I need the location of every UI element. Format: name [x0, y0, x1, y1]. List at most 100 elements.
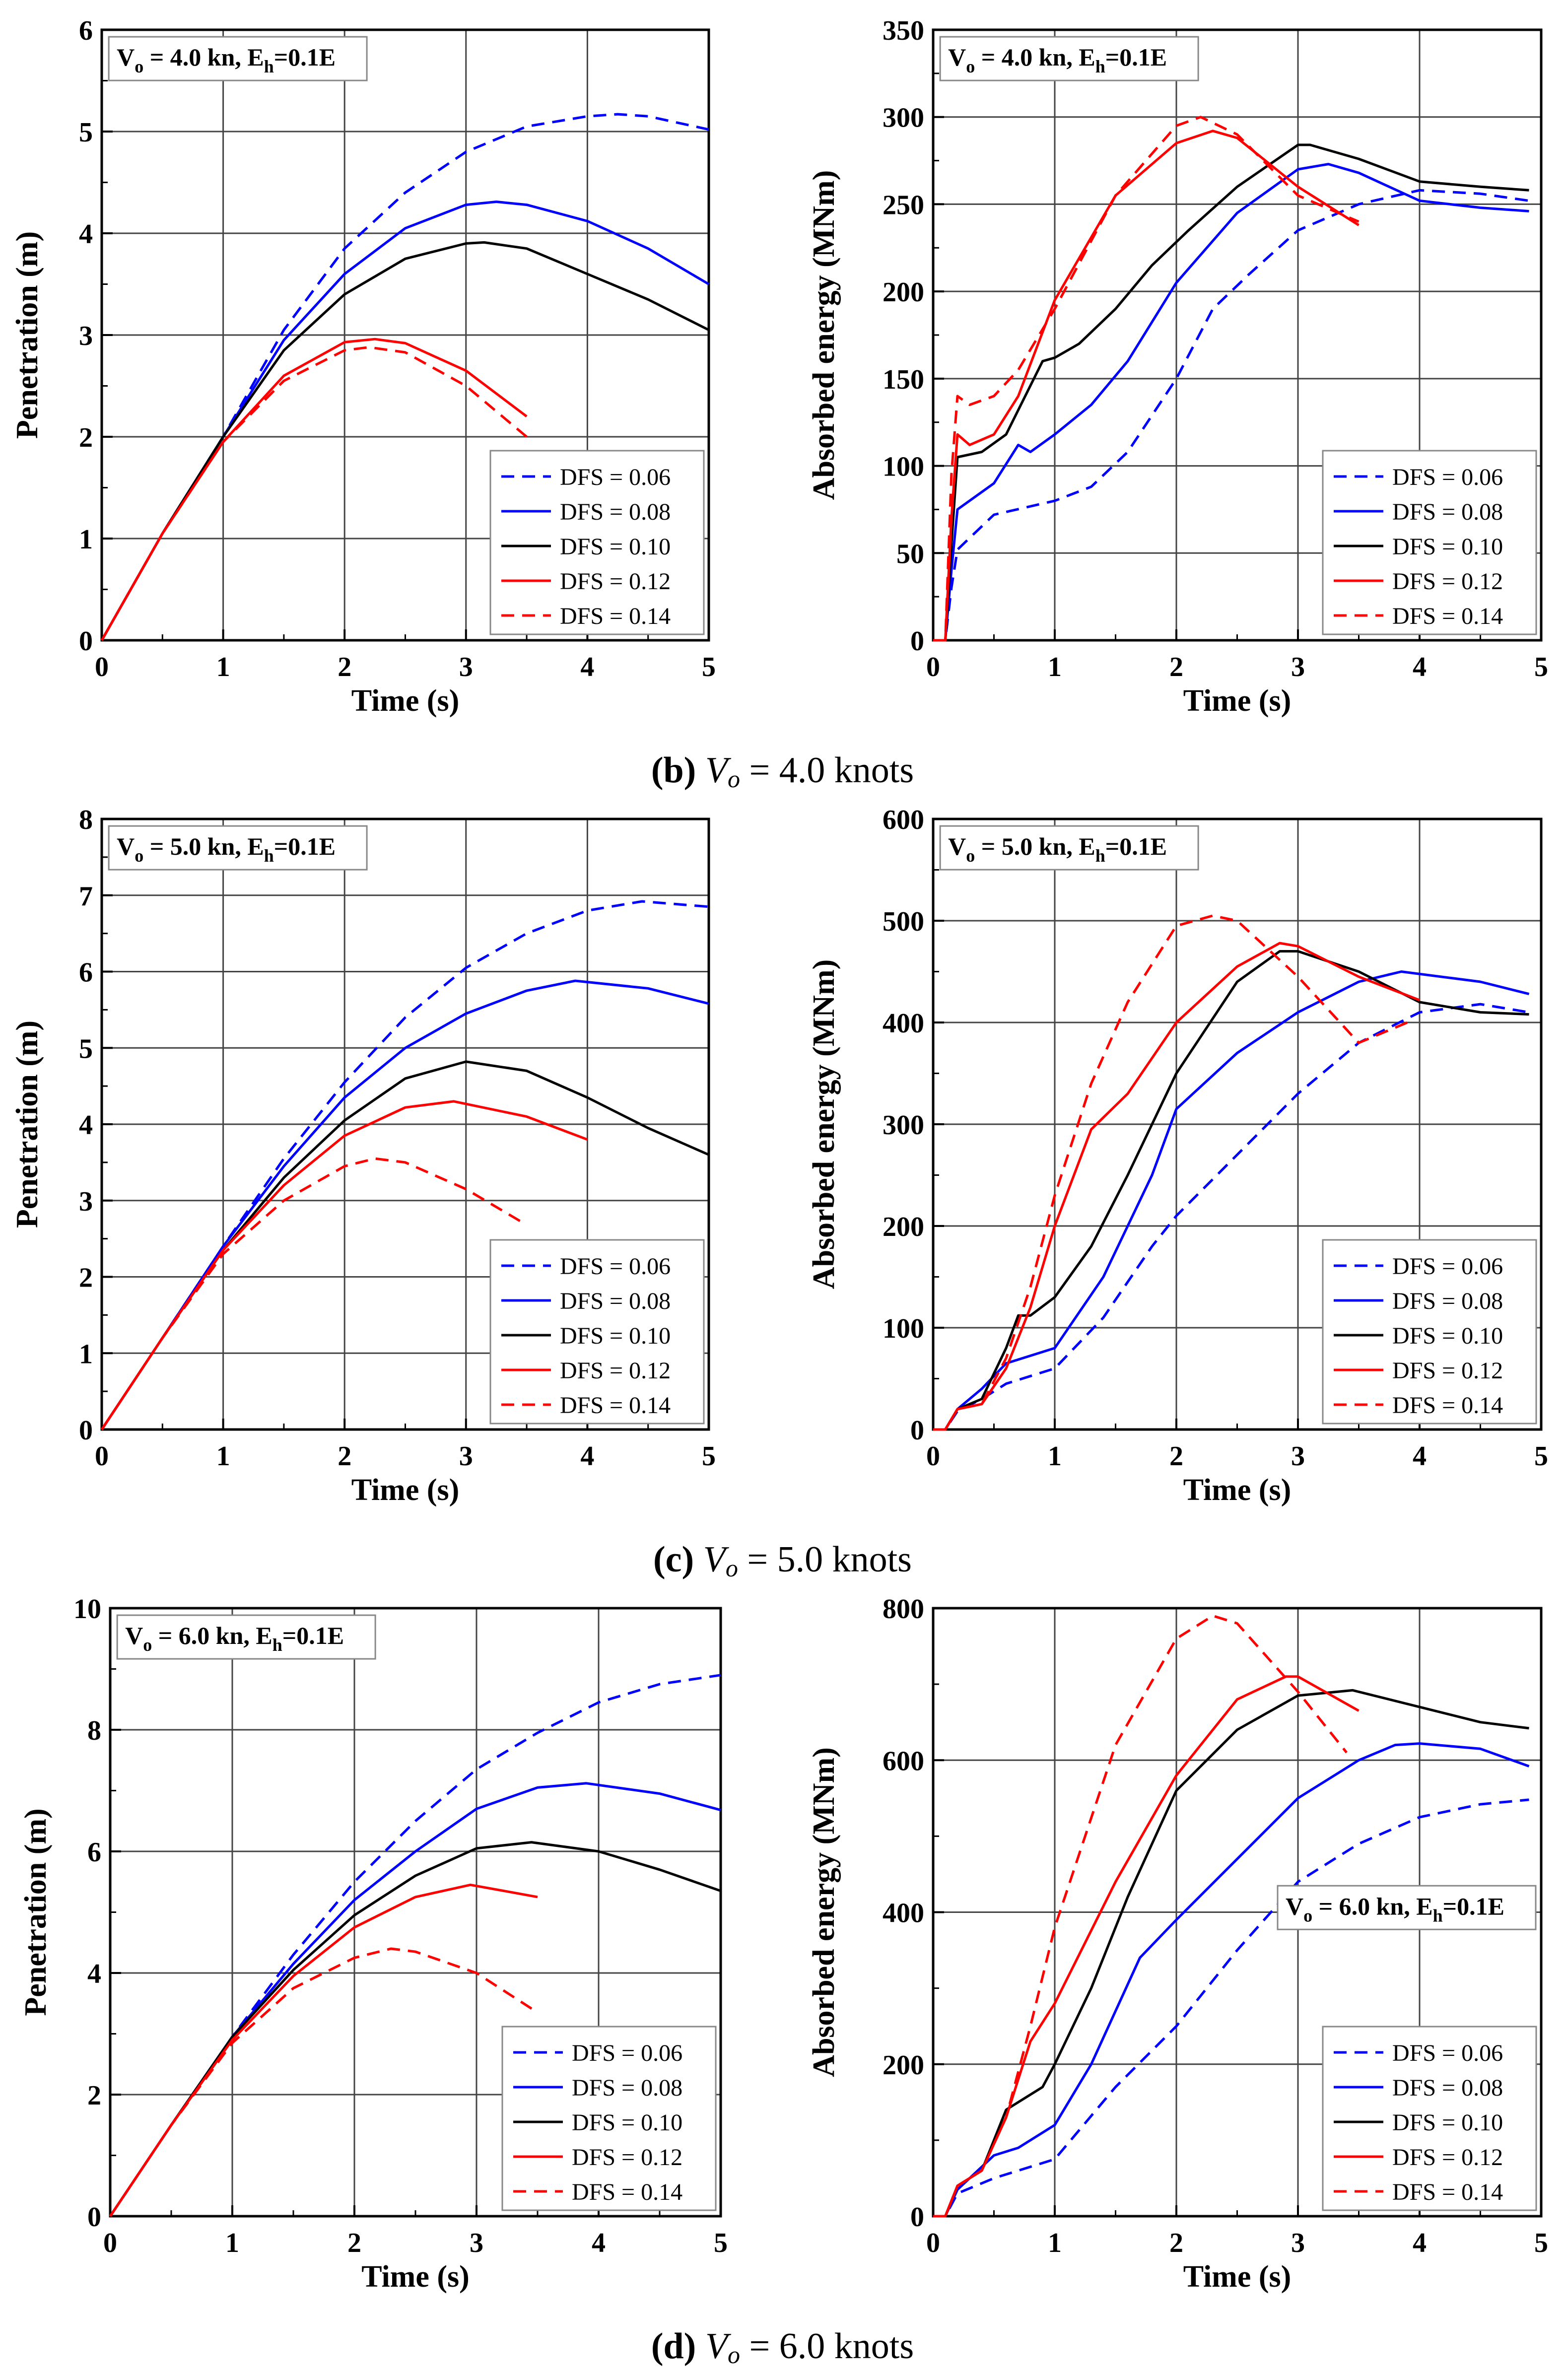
x-tick-label: 0 [926, 1441, 940, 1472]
y-tick-label: 800 [883, 1594, 924, 1625]
x-tick-label: 5 [1534, 652, 1548, 682]
legend: DFS = 0.06 DFS = 0.08 DFS = 0.10 DFS = 0.12… [501, 2026, 717, 2211]
caption-d-sub: o [728, 2341, 741, 2369]
caption-c-sub: o [725, 1554, 738, 1582]
legend-label: DFS = 0.06 [560, 1253, 671, 1280]
legend: DFS = 0.06 DFS = 0.08 DFS = 0.10 DFS = 0.12… [1322, 450, 1537, 635]
caption-d-var: V [705, 2326, 728, 2367]
y-tick-label: 3 [79, 1186, 93, 1217]
y-tick-label: 0 [87, 2202, 101, 2233]
legend-box [489, 450, 705, 635]
legend-label: DFS = 0.06 [560, 464, 671, 490]
series-line-DFS014 [933, 914, 1408, 1431]
caption-d-label: (d) [651, 2326, 696, 2367]
y-tick-label: 150 [883, 364, 924, 395]
x-axis-label: Time (s) [1183, 2260, 1292, 2294]
x-axis-label: Time (s) [1183, 684, 1292, 718]
y-tick-label: 400 [883, 1898, 924, 1929]
chart-penetration-5kn: 0 1 2 3 4 5 0 1 2 3 4 5 6 7 8 Time (s) Penetration (m) Vo… [10, 805, 716, 1507]
legend-label: DFS = 0.10 [560, 534, 671, 560]
y-tick-label: 5 [79, 117, 93, 148]
y-tick-label: 0 [910, 1415, 924, 1446]
caption-c: (c) Vo = 5.0 knots [0, 1539, 1565, 1582]
annotation-text: Vo = 4.0 kn, Eh=0.1E [948, 43, 1167, 76]
condition-annotation: Vo = 5.0 kn, Eh=0.1E [939, 825, 1199, 871]
legend-label: DFS = 0.06 [1392, 464, 1503, 490]
x-tick-label: 2 [338, 652, 351, 682]
legend: DFS = 0.06 DFS = 0.08 DFS = 0.10 DFS = 0.12… [489, 450, 705, 635]
legend-label: DFS = 0.10 [1392, 1323, 1503, 1349]
caption-c-text: = 5.0 knots [738, 1539, 912, 1580]
y-tick-label: 50 [896, 539, 924, 569]
series-line-DFS008 [100, 979, 709, 1430]
y-tick-label: 3 [79, 321, 93, 351]
y-tick-label: 600 [883, 805, 924, 835]
x-tick-label: 0 [95, 1441, 109, 1472]
annotation-text: Vo = 5.0 kn, Eh=0.1E [117, 832, 336, 866]
x-tick-label: 0 [103, 2228, 117, 2258]
x-tick-label: 1 [1048, 2228, 1062, 2258]
legend-label: DFS = 0.14 [1392, 2179, 1503, 2205]
caption-c-var: V [703, 1539, 726, 1580]
x-tick-label: 1 [1048, 1441, 1062, 1472]
annotation-box [116, 1614, 376, 1660]
x-tick-label: 5 [1534, 2228, 1548, 2258]
x-tick-label: 1 [225, 2228, 239, 2258]
y-tick-label: 250 [883, 190, 924, 220]
y-tick-label: 2 [79, 422, 93, 453]
series-line-DFS006 [933, 1798, 1529, 2218]
y-axis-label: Penetration (m) [19, 1808, 53, 2016]
y-tick-label: 0 [910, 626, 924, 657]
annotation-text: Vo = 6.0 kn, Eh=0.1E [125, 1622, 344, 1655]
legend-label: DFS = 0.10 [1392, 2109, 1503, 2136]
y-tick-label: 300 [883, 103, 924, 134]
series-line-DFS014 [933, 116, 1360, 642]
legend-label: DFS = 0.12 [1392, 2144, 1503, 2171]
x-tick-label: 3 [459, 652, 473, 682]
legend-label: DFS = 0.12 [1392, 568, 1503, 595]
y-axis-label: Penetration (m) [10, 1020, 44, 1228]
y-tick-label: 5 [79, 1033, 93, 1064]
y-axis-label: Penetration (m) [10, 231, 44, 439]
series-line-DFS014 [100, 346, 528, 641]
legend-box [1322, 2026, 1537, 2211]
y-tick-label: 600 [883, 1746, 924, 1776]
x-tick-label: 3 [1291, 2228, 1305, 2258]
legend-box [1322, 1239, 1537, 1425]
caption-b-sub: o [728, 765, 741, 793]
y-tick-label: 6 [79, 957, 93, 988]
legend-label: DFS = 0.10 [560, 1323, 671, 1349]
legend-label: DFS = 0.06 [1392, 1253, 1503, 1280]
x-tick-label: 1 [1048, 652, 1062, 682]
legend-label: DFS = 0.14 [560, 1392, 671, 1419]
series-line-DFS014 [100, 1157, 528, 1430]
y-tick-label: 500 [883, 906, 924, 937]
caption-d-text: = 6.0 knots [740, 2326, 914, 2367]
chart-penetration-6kn: 0 1 2 3 4 5 0 2 4 6 8 10 Time (s) Penetration (m) Vo =… [19, 1594, 728, 2294]
series-line-DFS012 [109, 1883, 538, 2217]
x-tick-label: 1 [216, 652, 230, 682]
x-tick-label: 5 [714, 2228, 728, 2258]
y-tick-label: 200 [883, 2050, 924, 2081]
x-tick-label: 2 [347, 2228, 361, 2258]
y-axis-label: Absorbed energy (MNm) [807, 1747, 841, 2077]
y-tick-label: 4 [79, 219, 93, 250]
x-tick-label: 4 [1413, 652, 1427, 682]
x-tick-label: 2 [1169, 652, 1183, 682]
legend: DFS = 0.06 DFS = 0.08 DFS = 0.10 DFS = 0.12… [1322, 2026, 1537, 2211]
legend-label: DFS = 0.14 [560, 603, 671, 629]
y-tick-label: 200 [883, 277, 924, 308]
x-tick-label: 5 [702, 652, 716, 682]
y-tick-label: 0 [79, 626, 93, 657]
series-line-DFS008 [933, 163, 1529, 642]
y-tick-label: 2 [79, 1263, 93, 1293]
y-tick-label: 100 [883, 1313, 924, 1344]
x-tick-label: 3 [470, 2228, 483, 2258]
y-tick-label: 100 [883, 452, 924, 482]
annotation-box [108, 36, 368, 81]
series-line-DFS008 [933, 970, 1530, 1431]
y-tick-label: 6 [87, 1837, 101, 1868]
x-axis-label: Time (s) [351, 684, 460, 718]
y-axis-label: Absorbed energy (MNm) [807, 959, 841, 1290]
